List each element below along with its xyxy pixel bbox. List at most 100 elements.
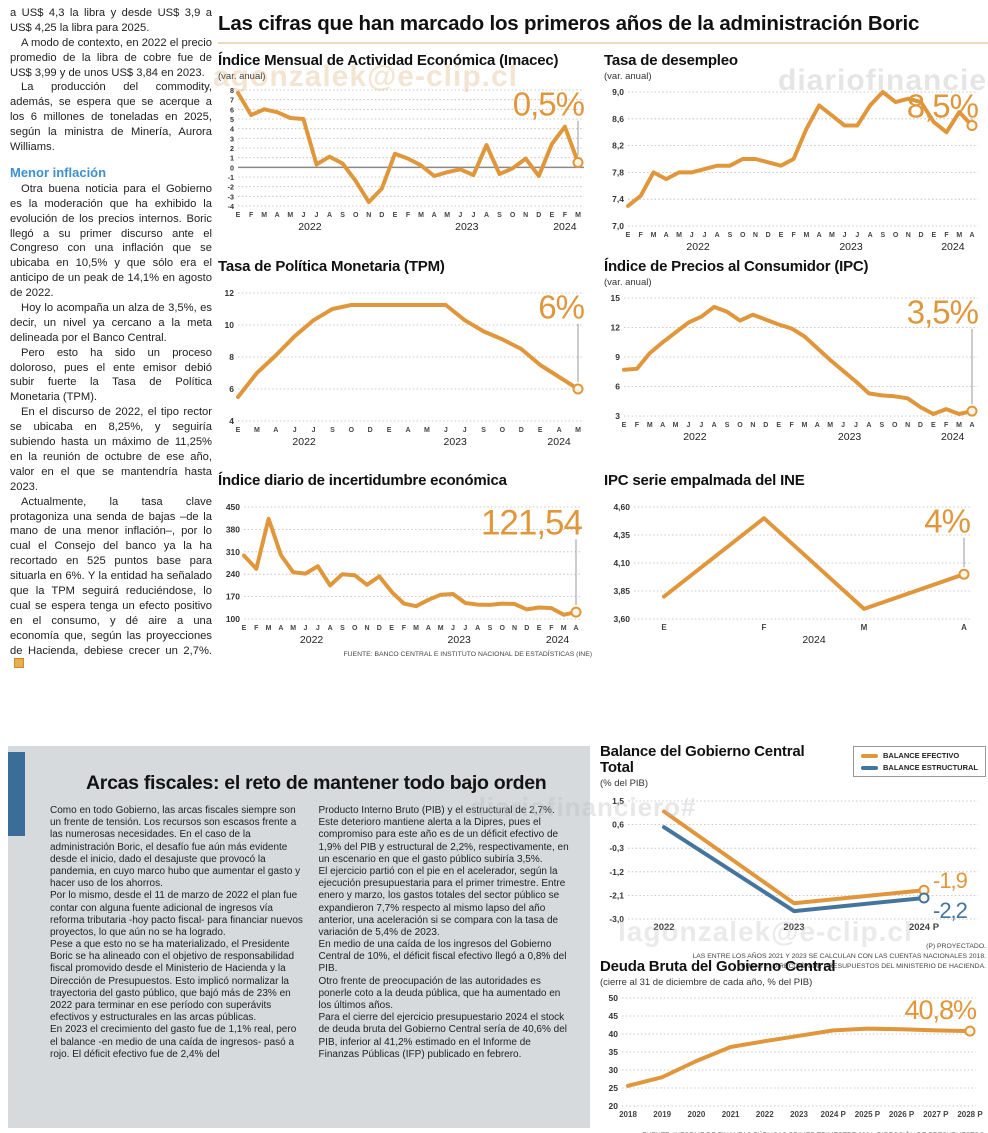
article-end-marker-icon	[14, 658, 24, 669]
svg-text:E: E	[549, 212, 554, 219]
paragraph: En 2023 el crecimiento del gasto fue de …	[50, 1024, 297, 1060]
svg-text:40: 40	[609, 1029, 619, 1039]
svg-text:F: F	[944, 422, 949, 429]
ipc-line-chart: 15 12 9 6 3 E F M A M J J A S O N D E F M A M J J A S O N D E F M A 2022 2…	[604, 290, 988, 446]
chart-title: Índice diario de incertidumbre económica	[218, 472, 507, 489]
svg-text:-4: -4	[228, 202, 234, 211]
svg-text:E: E	[236, 427, 241, 434]
chart-subtitle: (var. anual)	[218, 71, 266, 82]
svg-text:A: A	[712, 422, 717, 429]
svg-text:D: D	[763, 422, 768, 429]
svg-text:F: F	[789, 422, 794, 429]
paragraph: Hoy lo acompaña un alza de 3,5%, es deci…	[10, 302, 212, 344]
svg-text:M: M	[561, 625, 567, 632]
svg-text:20: 20	[609, 1101, 619, 1111]
svg-text:A: A	[573, 625, 578, 632]
svg-text:N: N	[366, 212, 371, 219]
svg-text:2023: 2023	[790, 1110, 808, 1119]
svg-text:N: N	[905, 422, 910, 429]
annotations: 3,5%	[907, 294, 980, 417]
svg-text:A: A	[328, 625, 333, 632]
svg-text:7: 7	[230, 96, 234, 105]
svg-text:F: F	[639, 232, 644, 239]
svg-text:A: A	[405, 427, 410, 434]
series-lines	[662, 809, 926, 913]
svg-text:2: 2	[230, 144, 234, 153]
svg-text:-2,1: -2,1	[609, 890, 624, 900]
series-lines	[626, 1026, 972, 1088]
svg-text:J: J	[293, 427, 297, 434]
chart-subtitle: (cierre al 31 de diciembre de cada año, …	[600, 977, 813, 988]
svg-text:A: A	[557, 427, 562, 434]
svg-text:F: F	[402, 625, 407, 632]
annotations: 6%	[538, 289, 586, 395]
svg-text:A: A	[484, 212, 489, 219]
svg-text:6%: 6%	[538, 289, 584, 326]
svg-text:2022: 2022	[292, 436, 316, 448]
svg-text:J: J	[843, 232, 847, 239]
svg-text:M: M	[676, 232, 682, 239]
legend-swatch-icon	[861, 753, 878, 758]
svg-text:12: 12	[611, 323, 621, 333]
svg-text:8,5%: 8,5%	[907, 88, 979, 125]
svg-text:A: A	[273, 427, 278, 434]
svg-text:J: J	[312, 427, 316, 434]
svg-text:A: A	[664, 232, 669, 239]
svg-text:1: 1	[230, 154, 234, 163]
svg-text:M: M	[861, 623, 868, 632]
svg-text:J: J	[855, 232, 859, 239]
svg-text:2022: 2022	[756, 1110, 774, 1119]
article-column: a US$ 4,3 la libra y desde US$ 3,9 a US$…	[10, 6, 212, 673]
chart-subtitle: (var. anual)	[604, 71, 652, 82]
svg-text:D: D	[379, 212, 384, 219]
svg-text:D: D	[918, 232, 923, 239]
tpm-line-chart: 12 10 8 6 4 E M A J J S O D E A M J J S O D E A M 2022 2023 2024 6%	[218, 283, 592, 451]
svg-text:4: 4	[230, 125, 234, 134]
svg-text:M: M	[444, 212, 450, 219]
svg-text:J: J	[301, 212, 305, 219]
svg-text:O: O	[893, 232, 899, 239]
paragraph: En el discurso de 2022, el tipo rector s…	[10, 406, 212, 493]
legend-label: BALANCE ESTRUCTURAL	[883, 763, 978, 772]
svg-text:S: S	[330, 427, 335, 434]
chart-title: IPC serie empalmada del INE	[604, 472, 805, 489]
svg-text:A: A	[278, 625, 283, 632]
svg-text:E: E	[537, 625, 542, 632]
article-closing-text: Actualmente, la tasa clave protagoniza u…	[10, 495, 212, 657]
article-paragraph: a US$ 4,3 la libra y desde US$ 3,9 a US$…	[10, 7, 212, 34]
svg-text:10: 10	[225, 320, 235, 330]
svg-text:2023: 2023	[455, 221, 479, 233]
legend-item: BALANCE EFECTIVO	[861, 751, 978, 760]
svg-text:4: 4	[229, 416, 234, 426]
paragraph: El ejercicio partió con el pie en el ace…	[318, 865, 566, 938]
svg-text:2023: 2023	[444, 436, 468, 448]
svg-text:9: 9	[615, 352, 620, 362]
svg-text:D: D	[766, 232, 771, 239]
svg-text:D: D	[368, 427, 373, 434]
svg-text:F: F	[944, 232, 949, 239]
annotations: 0,5%	[513, 86, 586, 168]
svg-text:S: S	[497, 212, 502, 219]
svg-text:A: A	[817, 232, 822, 239]
svg-text:M: M	[956, 422, 962, 429]
svg-text:A: A	[961, 623, 967, 632]
svg-text:A: A	[432, 212, 437, 219]
svg-text:9,0: 9,0	[612, 87, 624, 97]
svg-text:2024: 2024	[941, 241, 965, 253]
svg-text:J: J	[699, 422, 703, 429]
svg-text:2024 P: 2024 P	[909, 922, 940, 933]
svg-text:J: J	[690, 232, 694, 239]
svg-text:S: S	[728, 232, 733, 239]
svg-text:S: S	[481, 427, 486, 434]
x-axis: 2022 2023 2024 P	[653, 922, 939, 933]
svg-text:O: O	[892, 422, 898, 429]
svg-text:-3: -3	[228, 192, 234, 201]
svg-text:M: M	[413, 625, 419, 632]
svg-text:7,0: 7,0	[612, 221, 624, 231]
svg-text:F: F	[254, 625, 259, 632]
svg-text:15: 15	[611, 293, 621, 303]
legend-item: BALANCE ESTRUCTURAL	[861, 763, 978, 772]
